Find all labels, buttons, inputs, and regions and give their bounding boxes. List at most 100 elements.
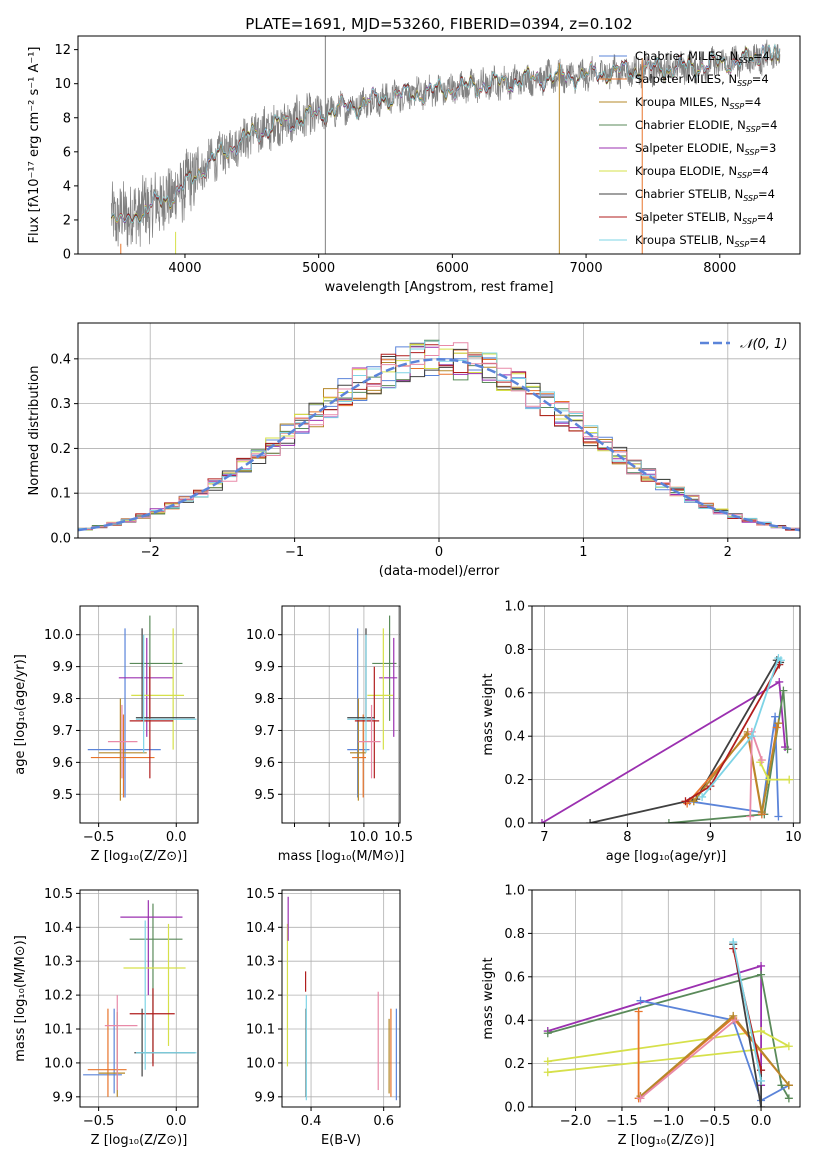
grid-lines xyxy=(80,606,198,823)
y-tick-label: 10.0 xyxy=(246,1056,275,1071)
tick-labels: −2.0 −1.5 −1.0 −0.5 0.0 0.0 0.2 0.4 0.6 0.8 1.0 xyxy=(504,884,771,1130)
weight-point-marker xyxy=(776,656,785,665)
grid-lines xyxy=(282,890,400,1107)
grid-lines xyxy=(282,606,400,823)
weight-point-marker xyxy=(537,819,546,823)
plot-area xyxy=(87,615,197,801)
y-tick-label: 8 xyxy=(63,111,71,126)
x-tick-label: 8 xyxy=(623,830,631,845)
legend-entry-label: Chabrier STELIB, N xyxy=(635,187,743,201)
weight-line xyxy=(541,680,786,823)
y-tick-label: 9.7 xyxy=(52,724,73,739)
y-tick-label: 10.5 xyxy=(44,887,73,902)
y-tick-label: 0.8 xyxy=(504,643,525,658)
mass-vs-ebv-panel: 0.4 0.6 9.9 10.0 10.1 10.2 10.3 10.4 10.5 E(B-V) xyxy=(246,887,401,1148)
weight-point-marker xyxy=(681,797,690,806)
plot-area xyxy=(83,900,197,1097)
x-tick-label: 7000 xyxy=(570,261,603,276)
x-tick-label: 10.0 xyxy=(349,830,378,845)
legend-entry-label: Kroupa ELODIE, N xyxy=(635,164,737,178)
weight-point-marker xyxy=(785,775,794,784)
age-vs-metallicity-panel: −0.5 0.0 9.5 9.6 9.7 9.8 9.9 10.0 Z [log₁₀(Z/Z⊙)… xyxy=(13,605,199,864)
legend-entry: Kroupa STELIB, NSSP=4 xyxy=(635,233,766,249)
legend-entry-label: Salpeter ELODIE, N xyxy=(635,141,745,155)
weight-point-marker xyxy=(757,808,766,817)
weight-point-marker xyxy=(757,1103,766,1107)
y-tick-label: 9.5 xyxy=(52,788,73,803)
weight-point-marker xyxy=(729,1011,738,1020)
y-tick-label: 9.6 xyxy=(254,756,275,771)
weight-point-marker xyxy=(757,1027,766,1036)
y-tick-label: 0 xyxy=(63,248,71,263)
legend-entry-label: Chabrier ELODIE, N xyxy=(635,118,746,132)
weight-line xyxy=(685,664,781,803)
y-tick-label: 10.3 xyxy=(246,955,275,970)
legend-entry-tail: =3 xyxy=(759,141,776,155)
axes-frame xyxy=(79,605,199,824)
axes-frame xyxy=(281,605,401,824)
weight-point-marker xyxy=(757,1076,766,1085)
y-tick-label: 0.1 xyxy=(50,487,71,502)
y-tick-label: 9.9 xyxy=(52,1090,73,1105)
weight-point-marker xyxy=(783,745,792,754)
y-tick-label: 12 xyxy=(54,43,71,58)
weight-point-marker xyxy=(747,732,756,741)
x-tick-label: 8000 xyxy=(703,261,736,276)
plot-area xyxy=(78,339,800,532)
legend-entry: Chabrier STELIB, NSSP=4 xyxy=(635,187,775,203)
tick-labels: 7 8 9 10 0.0 0.2 0.4 0.6 0.8 1.0 xyxy=(504,600,801,846)
weight-vs-age-panel: 7 8 9 10 0.0 0.2 0.4 0.6 0.8 1.0 age [log₁₀(age/yr… xyxy=(481,600,802,865)
x-tick-label: 0.0 xyxy=(166,830,187,845)
legend-entry: Salpeter ELODIE, NSSP=3 xyxy=(635,141,776,157)
legend-entry-tail: =4 xyxy=(761,118,778,132)
x-tick-label: 0.0 xyxy=(166,1114,187,1129)
y-tick-label: 0.0 xyxy=(504,817,525,832)
y-tick-label: 0.2 xyxy=(504,1057,525,1072)
axes-frame xyxy=(77,35,801,255)
weight-point-marker xyxy=(757,756,766,765)
x-axis-label: Z [log₁₀(Z/Z⊙)] xyxy=(91,849,188,864)
weight-point-marker xyxy=(779,686,788,695)
x-tick-label: 0.6 xyxy=(373,1114,394,1129)
weight-point-marker xyxy=(784,1081,793,1090)
normal-distribution-curve xyxy=(78,358,800,532)
y-axis-label: Normed distribution xyxy=(27,366,42,496)
legend-entry-label: Chabrier MILES, N xyxy=(635,49,738,63)
x-axis-label: Z [log₁₀(Z/Z⊙)] xyxy=(618,1133,715,1148)
legend-entry-sub: SSP xyxy=(730,102,745,111)
y-tick-label: 9.7 xyxy=(254,724,275,739)
y-tick-label: 0.6 xyxy=(504,686,525,701)
legend-entry: 𝒩(0, 1) xyxy=(740,337,787,352)
y-tick-label: 10.3 xyxy=(44,955,73,970)
axes-frame xyxy=(531,605,801,824)
grid-lines xyxy=(80,890,198,1107)
weight-point-marker xyxy=(689,797,698,806)
legend-entry: Chabrier ELODIE, NSSP=4 xyxy=(635,118,777,134)
y-axis-label: Flux [fλ10⁻¹⁷ erg cm⁻² s⁻¹ A⁻¹] xyxy=(27,47,42,244)
legend-entry-sub: SSP xyxy=(737,79,752,88)
x-tick-label: 6000 xyxy=(436,261,469,276)
weight-line xyxy=(689,716,780,817)
x-tick-label: −0.5 xyxy=(83,830,115,845)
y-tick-label: 10.2 xyxy=(44,989,73,1004)
x-tick-label: 1 xyxy=(579,545,587,560)
chart-title: PLATE=1691, MJD=53260, FIBERID=0394, z=0… xyxy=(245,15,632,33)
y-tick-label: 9.8 xyxy=(254,692,275,707)
x-tick-label: 0 xyxy=(435,545,443,560)
y-tick-label: 10.0 xyxy=(246,628,275,643)
plot-area xyxy=(347,615,398,801)
y-tick-label: 9.5 xyxy=(254,788,275,803)
spectrum-panel: 4000 5000 6000 7000 8000 0 2 4 6 8 10 12 wavelength … xyxy=(27,15,801,295)
y-tick-label: 10.5 xyxy=(246,887,275,902)
legend-entry-sub: SSP xyxy=(746,125,761,134)
legend-entry-tail: =4 xyxy=(749,233,766,247)
legend-entry-label: Salpeter STELIB, N xyxy=(635,210,742,224)
y-tick-label: 10.4 xyxy=(44,921,73,936)
y-tick-label: 1.0 xyxy=(504,884,525,899)
legend-entry-label: Kroupa STELIB, N xyxy=(635,233,735,247)
y-tick-label: 10.2 xyxy=(246,989,275,1004)
weight-point-marker xyxy=(729,938,738,947)
x-tick-label: −1.5 xyxy=(606,1114,638,1129)
x-axis-label: wavelength [Angstrom, rest frame] xyxy=(325,280,554,295)
